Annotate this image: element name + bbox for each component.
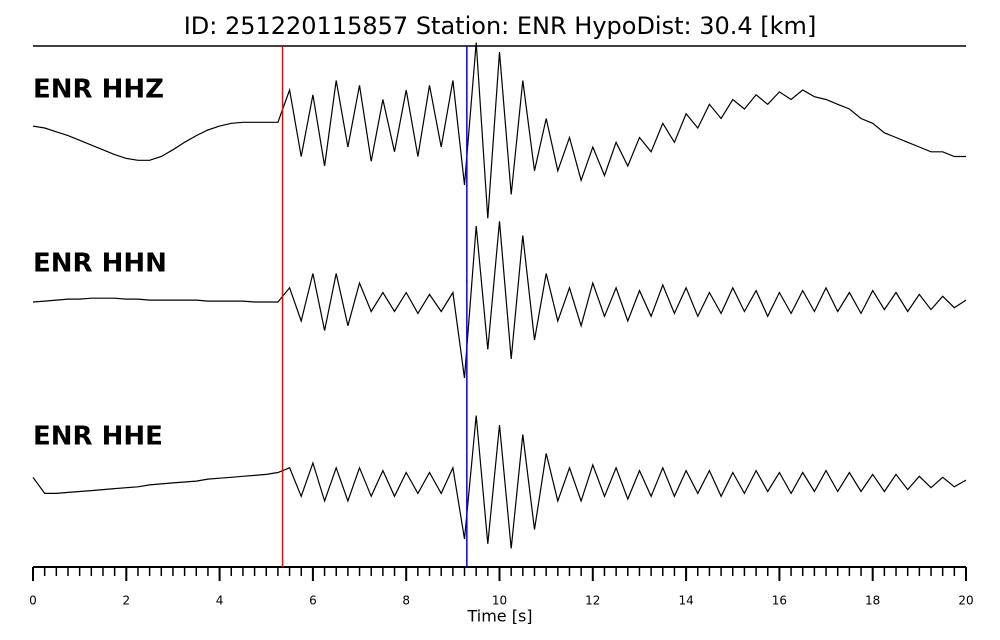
x-tick-label: 6 — [309, 594, 317, 608]
trace-label: ENR HHN — [33, 249, 167, 279]
trace-label: ENR HHE — [33, 422, 163, 452]
trace — [32, 415, 967, 549]
x-tick-label: 0 — [29, 594, 37, 608]
x-tick-label: 12 — [585, 594, 600, 608]
x-axis-label: Time [s] — [466, 607, 532, 626]
x-tick-label: 10 — [492, 594, 507, 608]
x-tick-label: 14 — [678, 594, 693, 608]
trace — [32, 221, 967, 379]
x-tick-label: 4 — [216, 594, 224, 608]
x-tick-label: 16 — [772, 594, 787, 608]
x-tick-label: 20 — [958, 594, 973, 608]
x-tick-label: 2 — [122, 594, 130, 608]
trace — [32, 42, 966, 219]
x-tick-label: 18 — [865, 594, 880, 608]
x-tick-label: 8 — [402, 594, 410, 608]
trace-label: ENR HHZ — [33, 75, 164, 105]
chart-title: ID: 251220115857 Station: ENR HypoDist: … — [184, 12, 817, 40]
